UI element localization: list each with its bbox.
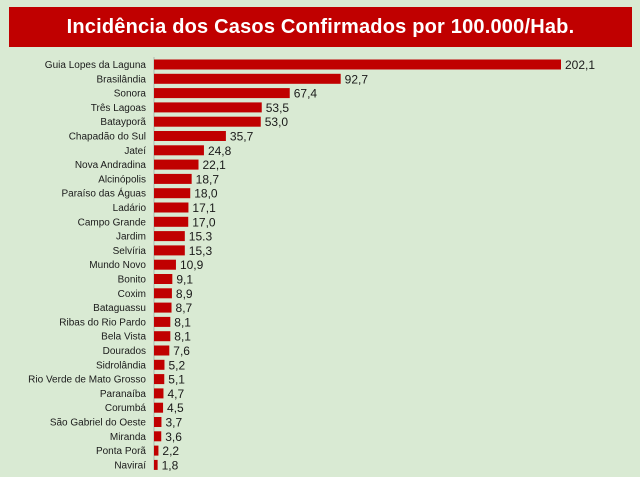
bar — [154, 131, 226, 141]
value-label: 7,6 — [173, 344, 190, 358]
value-label: 53,0 — [265, 115, 289, 129]
category-label: Campo Grande — [78, 217, 147, 228]
bar — [154, 73, 341, 84]
bar — [154, 145, 204, 156]
value-label: 35,7 — [230, 130, 254, 144]
value-label: 3,7 — [165, 416, 182, 430]
bar — [154, 302, 172, 313]
value-label: 5,1 — [168, 373, 185, 387]
value-label: 24,8 — [208, 144, 232, 158]
category-label: Jateí — [124, 146, 146, 157]
category-label: Ladário — [113, 203, 147, 214]
bar — [154, 388, 164, 399]
bar — [154, 173, 192, 184]
value-label: 10,9 — [180, 258, 204, 272]
value-label: 202,1 — [565, 58, 595, 72]
category-label: Naviraí — [114, 460, 146, 471]
category-label: Guia Lopes da Laguna — [45, 60, 147, 71]
bar — [154, 216, 189, 227]
bar — [154, 245, 185, 256]
category-label: Jardim — [116, 232, 146, 243]
bar — [154, 188, 191, 199]
bar — [154, 417, 162, 427]
value-label: 3,6 — [165, 430, 182, 444]
bar — [154, 274, 173, 284]
value-label: 17,1 — [192, 201, 216, 215]
value-label: 18,0 — [194, 187, 218, 201]
value-label: 5,2 — [168, 358, 185, 372]
value-label: 4,7 — [167, 387, 184, 401]
bar — [154, 159, 199, 170]
bar — [154, 116, 261, 127]
bar — [154, 445, 159, 456]
bar — [154, 374, 165, 385]
value-label: 22,1 — [203, 158, 227, 172]
value-label: 8,7 — [176, 301, 193, 315]
bar — [154, 331, 171, 342]
category-label: Coxim — [118, 289, 146, 300]
value-label: 53,5 — [266, 101, 290, 115]
category-label: Corumbá — [105, 403, 147, 414]
bar — [154, 402, 164, 413]
category-label: Três Lagoas — [91, 103, 146, 114]
value-label: 1,8 — [162, 458, 179, 472]
value-label: 92,7 — [345, 72, 369, 86]
category-label: Alcinópolis — [98, 174, 146, 185]
category-label: Chapadão do Sul — [69, 132, 146, 143]
bar — [154, 59, 561, 70]
value-label: 18,7 — [196, 172, 220, 186]
bar — [154, 459, 158, 470]
value-label: 2,2 — [162, 444, 179, 458]
category-label: Sidrolândia — [96, 360, 146, 371]
bar — [154, 316, 171, 327]
bar — [154, 231, 185, 242]
category-label: Selvíria — [113, 246, 147, 257]
category-label: Sonora — [114, 89, 147, 100]
category-label: Rio Verde de Mato Grosso — [28, 375, 146, 386]
category-label: Nova Andradina — [75, 160, 147, 171]
value-label: 8,9 — [176, 287, 193, 301]
category-label: Bataguassu — [93, 303, 146, 314]
category-label: Ponta Porã — [96, 446, 146, 457]
category-label: Mundo Novo — [89, 260, 146, 271]
category-label: Paranaíba — [100, 389, 147, 400]
value-label: 15.3 — [189, 230, 213, 244]
value-label: 17,0 — [192, 215, 216, 229]
value-label: 9,1 — [176, 273, 193, 287]
bar — [154, 288, 172, 299]
category-label: Brasilândia — [97, 74, 147, 85]
value-label: 8,1 — [174, 330, 191, 344]
bar — [154, 359, 165, 370]
value-label: 67,4 — [294, 87, 318, 101]
value-label: 15,3 — [189, 244, 213, 258]
category-label: Bela Vista — [101, 332, 146, 343]
bar — [154, 202, 189, 213]
category-label: Dourados — [103, 346, 146, 357]
value-label: 8,1 — [174, 315, 191, 329]
category-label: São Gabriel do Oeste — [50, 418, 147, 429]
bar — [154, 88, 290, 99]
value-label: 4,5 — [167, 401, 184, 415]
category-label: Batayporã — [100, 117, 146, 128]
chart-title-bar: Incidência dos Casos Confirmados por 100… — [9, 7, 632, 47]
bar — [154, 431, 162, 442]
category-label: Paraíso das Águas — [62, 187, 147, 200]
bar — [154, 259, 176, 270]
bar — [154, 102, 262, 113]
category-label: Miranda — [110, 432, 147, 443]
category-label: Ribas do Rio Pardo — [59, 317, 146, 328]
bar — [154, 345, 170, 356]
chart-title: Incidência dos Casos Confirmados por 100… — [66, 15, 575, 38]
category-label: Bonito — [118, 275, 147, 286]
